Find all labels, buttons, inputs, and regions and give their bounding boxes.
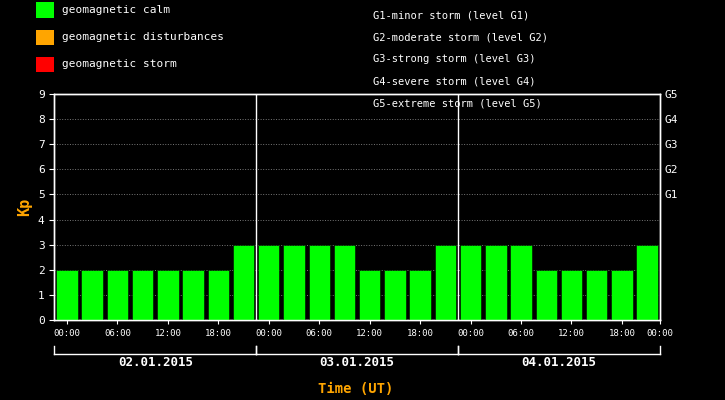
Y-axis label: Kp: Kp [17,198,33,216]
Bar [183,270,204,320]
Text: G1-minor storm (level G1): G1-minor storm (level G1) [373,10,530,20]
Bar [434,245,456,320]
Text: G2-moderate storm (level G2): G2-moderate storm (level G2) [373,32,548,42]
Bar [309,245,330,320]
Bar [460,245,481,320]
Bar [207,270,229,320]
Text: 04.01.2015: 04.01.2015 [521,356,597,368]
Text: 03.01.2015: 03.01.2015 [320,356,394,368]
Text: geomagnetic disturbances: geomagnetic disturbances [62,32,223,42]
Bar [560,270,582,320]
Bar [57,270,78,320]
Bar [258,245,280,320]
Text: geomagnetic calm: geomagnetic calm [62,5,170,15]
Text: G4-severe storm (level G4): G4-severe storm (level G4) [373,76,536,86]
Bar [586,270,608,320]
Bar [536,270,557,320]
Text: Time (UT): Time (UT) [318,382,393,396]
Bar [157,270,178,320]
Bar [485,245,507,320]
Bar [233,245,254,320]
Text: geomagnetic storm: geomagnetic storm [62,60,176,70]
Text: G5-extreme storm (level G5): G5-extreme storm (level G5) [373,98,542,108]
Bar [611,270,633,320]
Bar [107,270,128,320]
Bar [334,245,355,320]
Bar [283,245,304,320]
Bar [637,245,658,320]
Bar [81,270,103,320]
Bar [410,270,431,320]
Bar [510,245,531,320]
Bar [359,270,381,320]
Text: 02.01.2015: 02.01.2015 [117,356,193,368]
Bar [132,270,154,320]
Text: G3-strong storm (level G3): G3-strong storm (level G3) [373,54,536,64]
Bar [384,270,405,320]
